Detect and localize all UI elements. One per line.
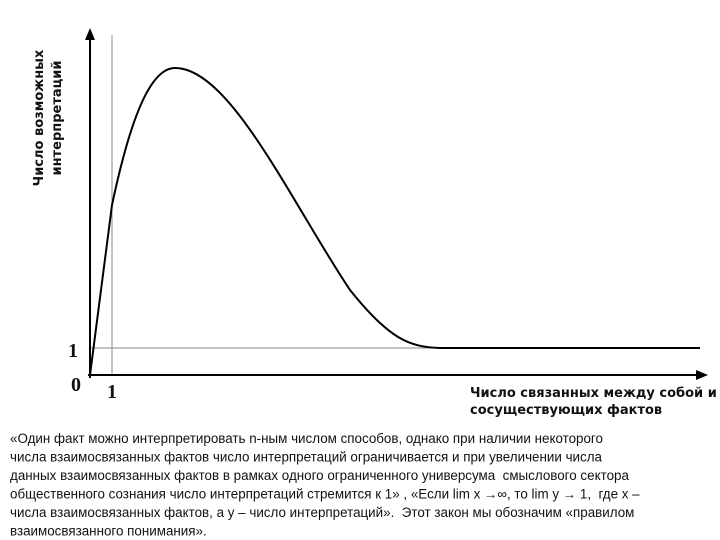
x-tick: 1 (107, 381, 117, 403)
caption: «Один факт можно интерпретировать n-ным … (10, 431, 640, 539)
y-axis-label: Число возможных интерпретаций (32, 49, 65, 186)
x-label-line: сосуществующих фактов (470, 403, 662, 418)
y-label-line: Число возможных (32, 49, 47, 186)
caption-line: данных взаимосвязанных фактов в рамках о… (10, 468, 629, 483)
caption-line: общественного сознания число интерпретац… (10, 487, 640, 502)
caption-line: числа взаимосвязанных фактов число интер… (10, 450, 603, 465)
y-label-line: интерпретаций (50, 60, 65, 175)
caption-line: взаимосвязанного понимания». (10, 524, 207, 539)
x-label-line: Число связанных между собой и (470, 386, 717, 401)
origin: 0 (71, 374, 81, 396)
y-tick: 1 (68, 340, 78, 362)
y-arrow (85, 28, 95, 40)
caption-line: числа взаимосвязанных фактов, а y – числ… (10, 505, 634, 520)
curve (89, 66, 700, 376)
caption-line: «Один факт можно интерпретировать n-ным … (10, 431, 603, 446)
x-arrow (696, 370, 708, 380)
